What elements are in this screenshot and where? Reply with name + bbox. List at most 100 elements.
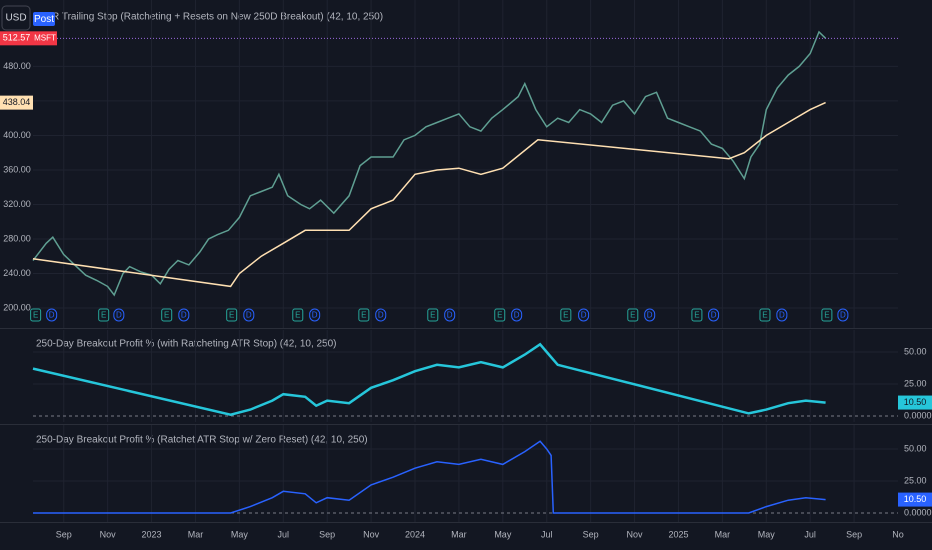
dividends-icon [309,308,321,322]
earnings-label: E [694,311,699,320]
dividends-label: D [49,311,55,320]
last-value-box [0,95,33,110]
earnings-icon [226,308,238,322]
series-line [32,342,826,416]
dividends-icon [708,308,720,322]
earnings-label: E [824,311,829,320]
earnings-label: E [762,311,767,320]
earnings-label: E [497,311,502,320]
earnings-icon [560,308,572,322]
dividends-label: D [779,311,785,320]
last-value-label: 10.50 [904,397,927,407]
series-line [32,30,827,297]
x-tick-label: Jul [541,529,553,539]
earnings-icon [691,308,703,322]
dividends-icon [578,308,590,322]
symbol-box [33,31,57,46]
x-tick-label: Jul [278,529,290,539]
y-tick-label: 200.00 [3,302,31,312]
x-tick-label: Sep [583,529,599,539]
earnings-icon [627,308,639,322]
dividends-label: D [378,311,384,320]
earnings-label: E [229,311,234,320]
x-tick-label: Mar [451,529,467,539]
x-tick-label: Nov [627,529,644,539]
x-tick-label: 2023 [142,529,162,539]
dividends-label: D [246,311,252,320]
dividends-label: D [447,311,453,320]
dividends-label: D [581,311,587,320]
x-tick-label: Sep [56,529,72,539]
earnings-icon [161,308,173,322]
dividends-label: D [647,311,653,320]
dividends-label: D [116,311,122,320]
earnings-label: E [33,311,38,320]
earnings-label: E [164,311,169,320]
earnings-icon [427,308,439,322]
last-value-box [898,492,932,507]
currency-box[interactable] [1,5,31,31]
y-tick-label: 400.00 [3,130,31,140]
dividends-label: D [312,311,318,320]
symbol: MSFT [34,33,56,42]
earnings-icon [98,308,110,322]
earnings-label: E [563,311,568,320]
x-tick-label: Nov [363,529,380,539]
earnings-label: E [630,311,635,320]
dividends-label: D [514,311,520,320]
y-tick-label: 360.00 [3,164,31,174]
last-value-box [898,395,932,410]
x-tick-label: Mar [188,529,204,539]
dividends-label: D [711,311,717,320]
dividends-icon [113,308,125,322]
dividends-label: D [840,311,846,320]
session: Post [34,14,54,25]
x-tick-label: Mar [715,529,731,539]
y-tick-label: 0.0000 [904,410,932,420]
earnings-label: E [361,311,366,320]
currency: USD [5,13,26,24]
dividends-icon [776,308,788,322]
earnings-icon [821,308,833,322]
earnings-label: E [101,311,106,320]
earnings-icon [292,308,304,322]
pane-title: 250-Day Breakout Profit % (with Ratcheti… [36,339,337,350]
series-line [32,101,826,288]
series-line [33,440,826,514]
x-tick-label: Sep [319,529,335,539]
dividends-icon [511,308,523,322]
x-tick-label: May [231,529,249,539]
y-tick-label: 25.00 [904,475,927,485]
earnings-icon [358,308,370,322]
x-tick-label: 2024 [405,529,425,539]
last-value-label: 438.04 [3,97,31,107]
dividends-icon [444,308,456,322]
x-tick-label: May [494,529,512,539]
pane-title: 250-Day Breakout Profit % (Ratchet ATR S… [36,435,368,446]
session-badge [33,12,55,26]
last-value-label: 512.57 [3,33,31,43]
last-value-box [0,31,33,46]
earnings-label: E [295,311,300,320]
y-tick-label: 480.00 [3,61,31,71]
y-tick-label: 25.00 [904,378,927,388]
y-tick-label: 0.0000 [904,507,932,517]
last-value-label: 10.50 [904,494,927,504]
earnings-icon [759,308,771,322]
x-tick-label: No [892,529,904,539]
y-tick-label: 320.00 [3,199,31,209]
earnings-icon [494,308,506,322]
x-tick-label: Jul [804,529,816,539]
dividends-icon [837,308,849,322]
dividends-icon [243,308,255,322]
y-tick-label: 240.00 [3,268,31,278]
dividends-icon [375,308,387,322]
earnings-icon [30,308,42,322]
dividends-icon [46,308,58,322]
x-tick-label: May [758,529,776,539]
x-tick-label: 2025 [668,529,688,539]
chart-title: ATR Trailing Stop (Ratcheting + Resets o… [40,12,383,23]
